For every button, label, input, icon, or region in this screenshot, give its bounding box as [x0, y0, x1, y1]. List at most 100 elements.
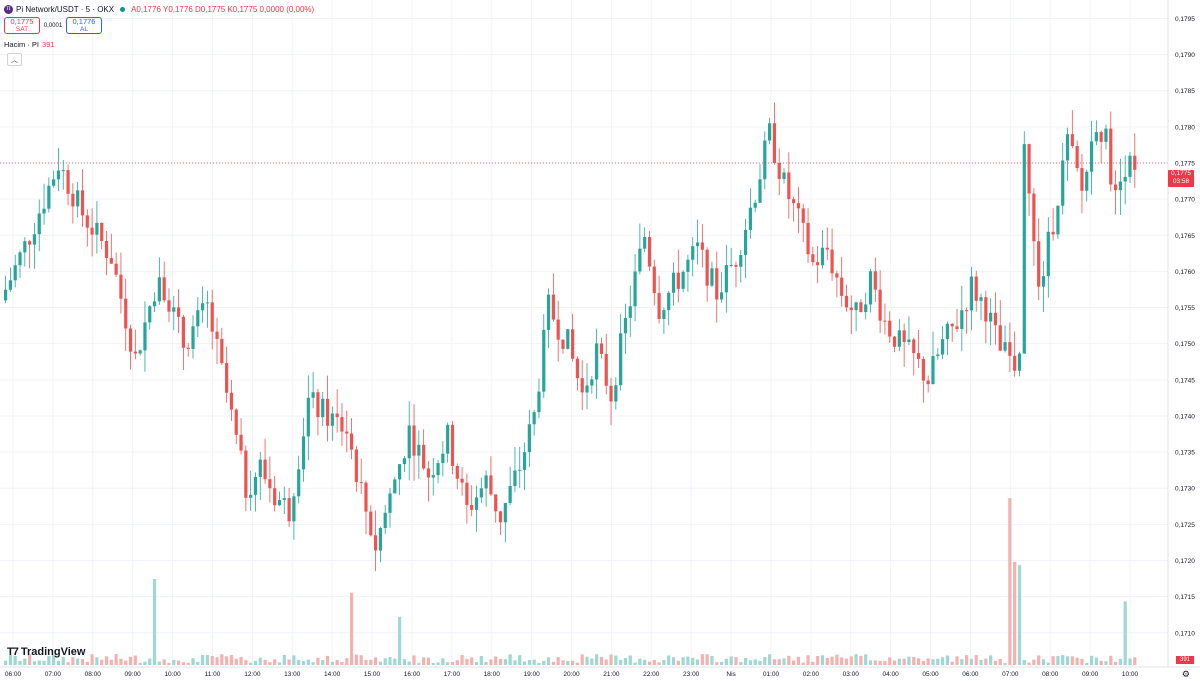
- volume-bar: [345, 658, 349, 665]
- price-tick-label: 0,1745: [1175, 377, 1195, 384]
- volume-bar: [244, 660, 248, 665]
- candle-body: [1065, 134, 1070, 161]
- candle-body: [623, 317, 628, 334]
- volume-bar: [763, 657, 767, 665]
- volume-bar: [47, 656, 51, 665]
- volume-bar: [8, 655, 13, 665]
- candle-body: [777, 163, 781, 179]
- volume-bar: [311, 662, 315, 665]
- candle-body: [993, 312, 998, 326]
- volume-bar: [253, 660, 258, 665]
- candle-body: [705, 249, 709, 286]
- volume-bar: [114, 654, 118, 665]
- candle-body: [1037, 241, 1041, 287]
- volume-bar: [23, 658, 27, 665]
- volume-bar: [220, 654, 224, 665]
- time-tick-label: 09:00: [125, 671, 142, 678]
- volume-bar: [1061, 655, 1065, 665]
- volume-bar: [128, 656, 133, 665]
- candle-body: [71, 193, 75, 207]
- volume-bar: [984, 658, 988, 665]
- candle-body: [960, 310, 964, 329]
- candle-body: [234, 409, 238, 435]
- tradingview-logo[interactable]: T7 TradingView: [7, 646, 85, 658]
- candle-body: [556, 319, 560, 340]
- candle-body: [551, 294, 555, 320]
- candle-body: [484, 475, 488, 489]
- candle-body: [522, 452, 527, 470]
- candle-body: [90, 227, 94, 235]
- time-tick-label: 14:00: [324, 671, 341, 678]
- volume-bar: [888, 657, 892, 665]
- price-tick-label: 0,1765: [1175, 233, 1195, 240]
- candle-body: [965, 310, 969, 312]
- volume-bar: [426, 657, 431, 665]
- volume-bar: [806, 655, 810, 665]
- volume-bar: [647, 661, 652, 665]
- candle-body: [662, 310, 666, 319]
- volume-legend-label: Hacim · PI: [4, 40, 40, 49]
- volume-bar: [609, 654, 613, 665]
- time-tick-label: 04:00: [883, 671, 900, 678]
- volume-bar: [201, 654, 205, 665]
- collapse-legend-button[interactable]: ︿: [7, 53, 22, 66]
- candle-body: [335, 413, 339, 418]
- candle-body: [916, 353, 921, 359]
- volume-bar: [1003, 662, 1007, 665]
- candle-body: [148, 306, 152, 323]
- candle-body: [998, 325, 1002, 351]
- candle-body: [753, 202, 757, 208]
- volume-bar: [868, 660, 873, 665]
- volume-bar: [585, 656, 589, 665]
- time-tick-label: 06:00: [5, 671, 22, 678]
- candle-body: [80, 190, 85, 216]
- volume-bar: [1080, 658, 1084, 665]
- candle-body: [595, 343, 599, 380]
- sell-button[interactable]: 0,1775 SAT: [4, 17, 40, 34]
- time-tick-label: 12:00: [244, 671, 261, 678]
- volume-bar: [148, 658, 152, 665]
- volume-bar: [1051, 656, 1055, 665]
- volume-bar: [124, 660, 128, 665]
- candle-body: [542, 329, 546, 392]
- price-tick-label: 0,1730: [1175, 486, 1195, 493]
- candle-body: [686, 259, 690, 272]
- candle-body: [888, 320, 892, 337]
- volume-bar: [383, 658, 387, 665]
- volume-bar: [412, 655, 416, 665]
- volume-bar: [921, 660, 925, 665]
- volume-bar: [945, 655, 949, 665]
- candle-body: [340, 417, 344, 432]
- candle-body: [758, 179, 762, 203]
- volume-bar: [157, 661, 161, 665]
- volume-bar: [80, 659, 85, 665]
- candle-body: [205, 302, 210, 304]
- price-tick-label: 0,1795: [1175, 16, 1195, 23]
- candle-body: [398, 464, 402, 480]
- time-axis[interactable]: 06:00 07:00 08:00 09:00 10:00 11:00 12:00 13:00…: [5, 671, 1139, 678]
- volume-legend[interactable]: Hacim · PI 391: [4, 40, 55, 49]
- volume-bar: [830, 656, 834, 665]
- price-axis[interactable]: 0,1795 0,1790 0,1785 0,1780 0,1775 0,1770 0,17…: [1175, 16, 1195, 637]
- candle-body: [1080, 168, 1084, 191]
- candle-body: [1094, 132, 1098, 142]
- volume-bar: [388, 657, 392, 665]
- volume-bar: [542, 660, 546, 665]
- settings-gear-icon[interactable]: ⚙: [1181, 669, 1190, 679]
- candle-body: [349, 433, 354, 450]
- price-tick-label: 0,1775: [1175, 161, 1195, 168]
- candle-body: [614, 385, 618, 402]
- symbol-title[interactable]: Pi Network/USDT · 5 · OKX: [16, 4, 115, 14]
- buy-button[interactable]: 0,1776 AL: [66, 17, 102, 34]
- candle-body: [969, 276, 974, 311]
- volume-bar: [321, 660, 325, 665]
- candle-body: [643, 236, 647, 249]
- candle-body: [186, 347, 190, 349]
- volume-bar: [143, 661, 147, 665]
- volume-bar: [955, 656, 959, 665]
- volume-bar: [575, 662, 580, 665]
- volume-bar: [1094, 657, 1098, 665]
- candle-body: [854, 302, 858, 311]
- volume-bar: [662, 660, 666, 665]
